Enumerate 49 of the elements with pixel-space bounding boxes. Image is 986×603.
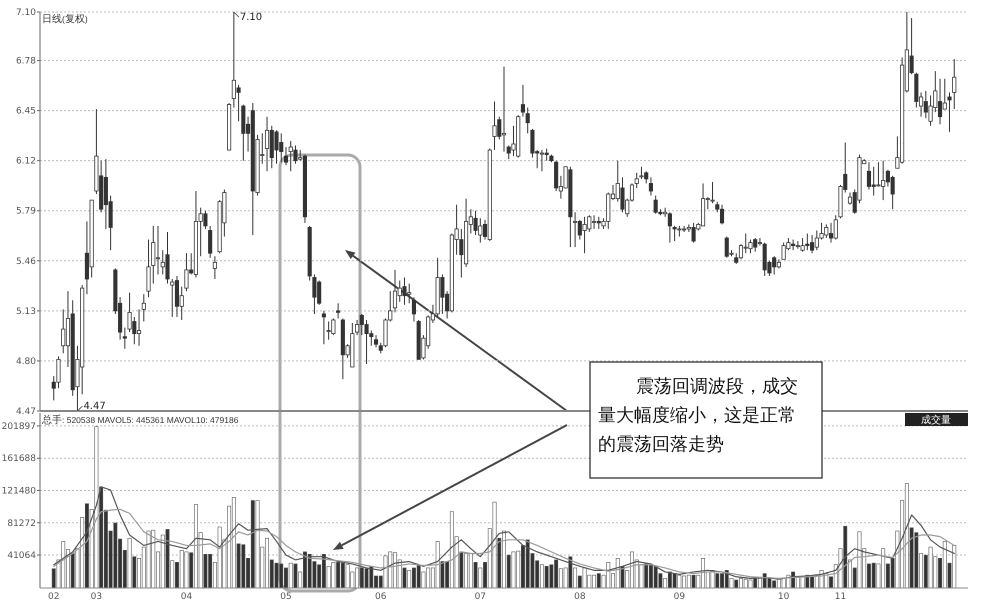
candlestick: [648, 176, 653, 196]
x-tick-label: 10: [778, 592, 790, 602]
x-tick-label: 05: [280, 592, 292, 602]
candlestick: [374, 334, 378, 348]
candlestick: [212, 256, 217, 280]
candlestick: [184, 252, 189, 292]
annotation: 4.47: [83, 401, 106, 412]
button: 成交量: [905, 413, 968, 426]
y-tick-label: 121480: [2, 486, 36, 496]
y-tick-label: 201897: [2, 422, 36, 432]
candlestick: [136, 308, 142, 346]
candlestick: [866, 162, 872, 190]
y-tick-label: 7.10: [16, 8, 36, 18]
y-tick-label: 161688: [2, 454, 36, 464]
y-tick-label: 6.12: [16, 156, 36, 167]
y-tick-label: 6.78: [16, 56, 36, 67]
chart-title: 总手: 520538 MAVOL5: 445361 MAVOL10: 479186: [41, 414, 239, 426]
x-tick-label: 04: [180, 592, 192, 602]
candlestick: [142, 294, 146, 322]
candlestick: [952, 58, 956, 110]
chart-title: 日线(复权): [42, 13, 88, 25]
y-tick-label: 81272: [7, 518, 36, 529]
annotation: 震荡回调波段，成交量大幅度缩小，这是正常的震荡回落走势: [598, 376, 798, 455]
candlestick: [412, 296, 416, 322]
y-tick-label: 6.45: [16, 106, 36, 117]
y-tick-label: 4.80: [16, 356, 36, 367]
candlestick: [208, 225, 212, 258]
x-tick-label: 02: [48, 592, 60, 602]
y-tick-label: 5.79: [16, 206, 36, 217]
line-series: [53, 508, 955, 579]
candlestick: [284, 146, 288, 166]
x-tick-label: 03: [90, 592, 102, 602]
candlestick: [634, 172, 639, 188]
annotation: 7.10: [240, 12, 262, 23]
y-tick-label: 5.13: [16, 306, 36, 317]
candlestick: [336, 302, 340, 319]
y-tick-label: 4.47: [16, 407, 36, 417]
annotation: 成交量: [921, 414, 951, 426]
candlestick: [526, 107, 530, 134]
candlestick: [947, 92, 952, 132]
x-tick-label: 06: [375, 592, 387, 602]
y-tick-label: 41064: [7, 551, 36, 562]
candlestick: [520, 84, 526, 118]
x-tick-label: 11: [834, 592, 846, 602]
y-tick-label: 5.46: [16, 256, 36, 267]
x-tick-label: 08: [574, 592, 586, 602]
x-tick-label: 09: [674, 592, 686, 602]
candlestick: [322, 310, 326, 345]
x-tick-label: 07: [474, 592, 486, 602]
